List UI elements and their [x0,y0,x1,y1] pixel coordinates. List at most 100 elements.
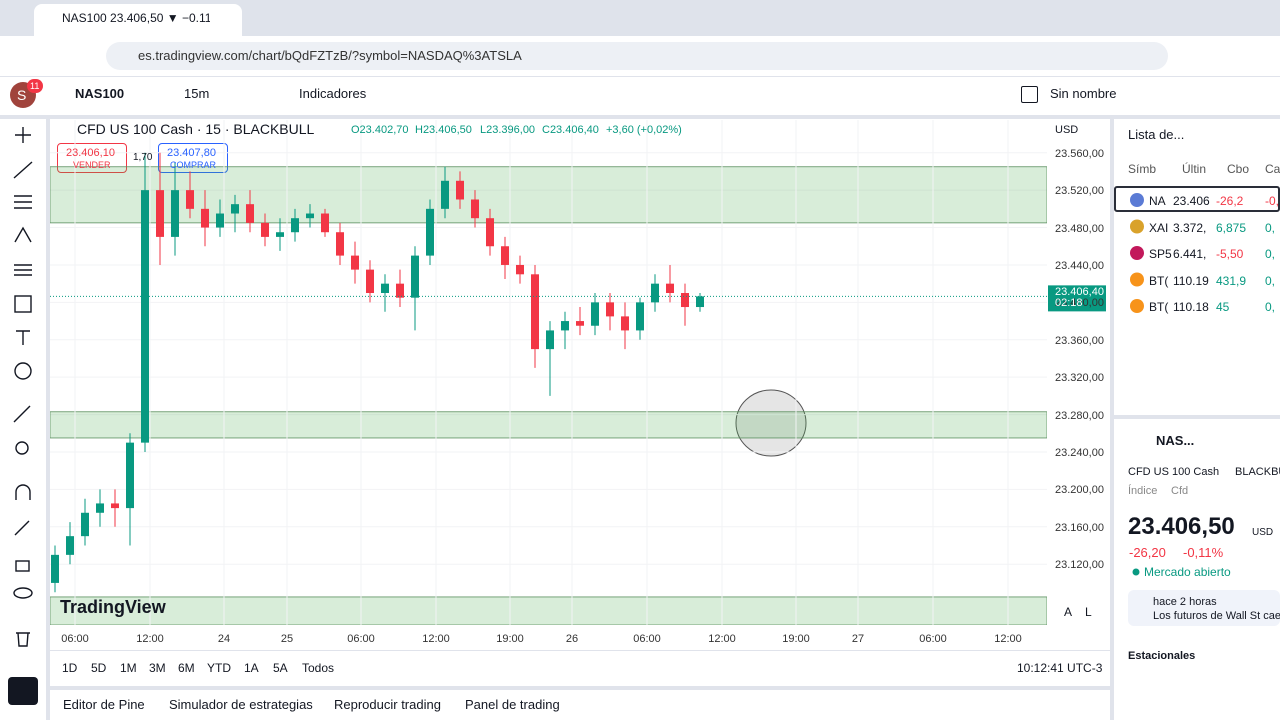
watchlist-cell: SP5 [1149,247,1172,261]
trash-icon[interactable] [16,632,30,647]
watchlist-cell: 3.372, [1173,220,1207,235]
candle-body [426,208,434,256]
text-icon[interactable] [16,330,30,345]
buy-price: 23.407,80 [167,147,216,159]
shape-icon[interactable] [14,295,32,313]
detail-change: -26,20 [1129,545,1166,560]
y-tick-label: 23.480,00 [1055,222,1104,235]
range-button: Todos [302,661,335,675]
range-button: 1D [62,661,78,675]
watchlist-cell: 0, [1265,247,1276,261]
sell-button[interactable] [57,143,127,173]
candle-body [51,554,59,583]
candle-body [321,213,329,233]
watchlist-cell: 431,9 [1216,273,1247,288]
currency: USD [1055,124,1079,136]
symbol-logo [1130,299,1144,313]
candle-body [396,283,404,298]
column-header: Ca [1265,162,1280,176]
news-card[interactable] [1128,590,1280,626]
x-tick-label: 12:00 [994,633,1022,645]
avatar-letter: S [17,87,27,103]
y-tick-label: 23.200,00 [1055,484,1104,497]
news-time: hace 2 horas [1153,596,1217,608]
measure-icon[interactable] [13,405,31,423]
x-tick-label: 06:00 [919,633,947,645]
url: es.tradingview.com/chart/bQdFZTzB/?symbo… [138,48,522,63]
separator [48,650,1110,651]
x-tick-label: 26 [565,633,579,645]
symbol-search: NAS100 [75,86,125,101]
address-field[interactable] [106,42,1168,70]
news-headline: Los futuros de Wall St caen... [1153,610,1280,622]
ohlc-open: O23.402,70 [351,124,409,136]
watchlist-cell: -0, [1265,194,1280,208]
x-tick-label: 06:00 [633,633,661,645]
active-tab[interactable] [34,4,242,36]
object-tree-button[interactable] [8,677,38,705]
buy-button[interactable] [158,143,228,173]
symbol-logo [1130,272,1144,287]
candle-body [456,180,464,200]
magnet-icon[interactable] [15,484,31,500]
candle-body [126,442,134,509]
layout-checkbox[interactable] [1021,86,1038,103]
fib-icon[interactable] [14,195,32,209]
candle-body [201,208,209,228]
cursor-icon[interactable] [15,127,31,143]
trendline-icon[interactable] [13,161,33,179]
buy-label: COMPRAR [170,160,217,170]
detail-status: Mercado abierto [1144,565,1231,579]
watchlist-cell: 23.406 [1173,194,1210,208]
candle-body [66,536,74,555]
candle-body [486,218,494,247]
candle-body [156,190,164,237]
selected-watchlist-row[interactable] [1114,186,1280,212]
y-tick-label: 23.400,00 [1055,297,1104,310]
detail-currency: USD [1252,527,1274,538]
pattern-icon[interactable] [14,226,32,243]
y-tick-label: 23.280,00 [1055,409,1104,422]
clock: 10:12:41 UTC-3 [1017,661,1103,675]
y-tick-label: 23.240,00 [1055,446,1104,459]
forecast-icon[interactable] [14,264,32,276]
range-button: YTD [207,661,231,675]
candle-body [516,264,524,275]
detail-symbol: NAS... [1156,433,1195,448]
candle-body [336,232,344,256]
range-button: 1A [244,661,259,675]
candle-body [636,302,644,331]
plot [50,120,1047,625]
symbol-logo [1130,193,1144,207]
zoom-icon[interactable] [15,441,29,455]
x-tick-label: 12:00 [136,633,164,645]
pencil-icon[interactable] [14,520,30,536]
x-tick-label: 27 [851,633,865,645]
watchlist-cell: 110.19 [1173,273,1209,288]
candle-body [381,283,389,294]
layout-name: Sin nombre [1050,86,1117,101]
candle-body [621,316,629,331]
ohlc-high: H23.406,50 [415,124,472,136]
drawing-toolbar [0,118,50,720]
seasonals-title: Estacionales [1128,650,1196,662]
eye-icon[interactable] [13,587,33,599]
ohlc-low: L23.396,00 [480,124,536,136]
candle-body [606,302,614,317]
range-button: 6M [178,661,195,675]
watchlist-cell: -5,50 [1216,247,1244,261]
column-header: Símb [1128,162,1157,176]
countdown: 02:18 [1055,297,1083,310]
candle-body [546,330,554,350]
watchlist-cell: -26,2 [1216,194,1244,208]
bottom-panel [48,686,1110,720]
candle-body [96,503,104,513]
candle-body [306,213,314,219]
x-tick-label: 24 [217,633,231,645]
x-tick-label: 19:00 [496,633,524,645]
watchlist-cell: 45 [1216,300,1230,314]
drawn-ellipse[interactable] [735,389,807,457]
emoji-icon[interactable] [14,362,32,380]
candle-body [651,283,659,303]
lock-icon[interactable] [15,560,30,572]
